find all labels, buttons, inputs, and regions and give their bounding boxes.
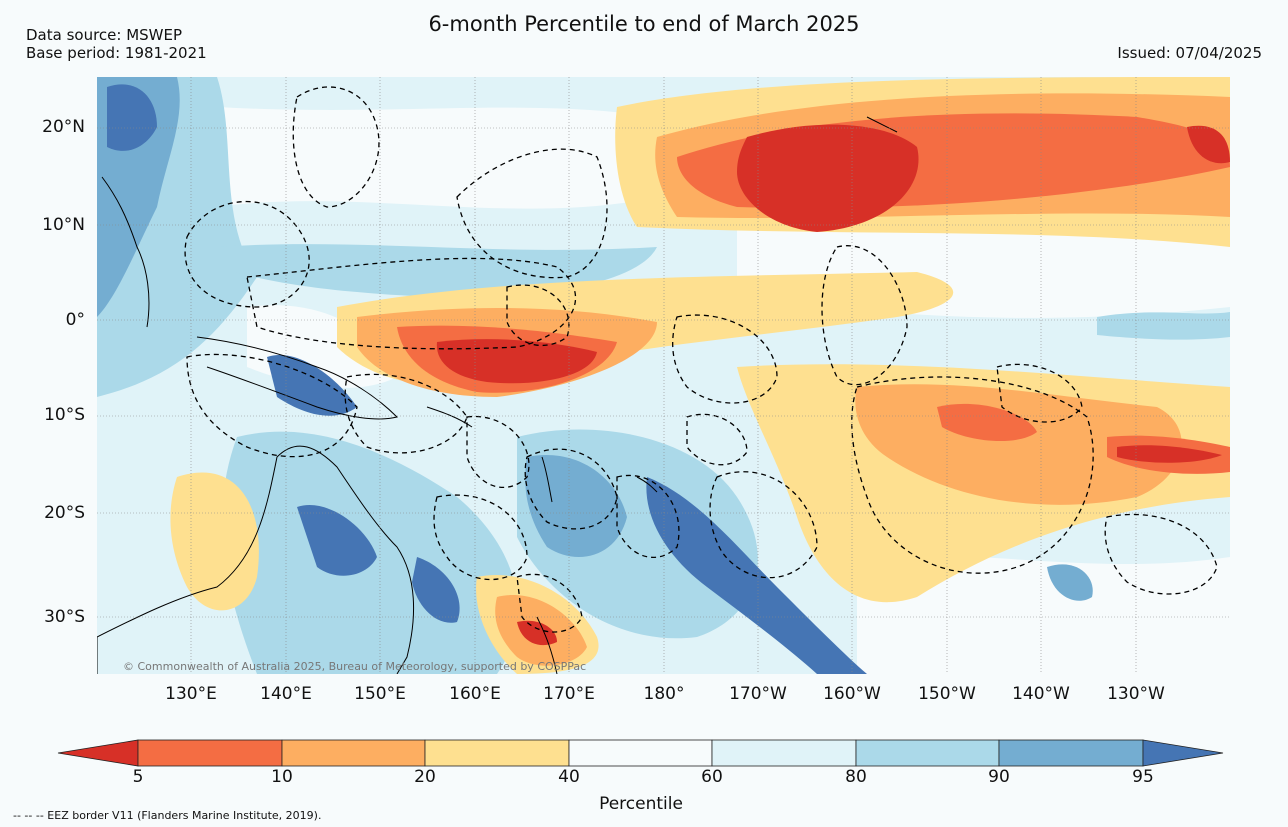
colorbar-segment-80-90 [855,739,1000,767]
lon-label-130e: 130°E [165,684,217,704]
colorbar-tick-10: 10 [271,767,293,787]
field-darkred-north [737,124,919,232]
percentile-map: © Commonwealth of Australia 2025, Bureau… [97,77,1230,674]
lat-label-equator: 0° [65,310,85,330]
field-darkblue-central [525,455,627,557]
eez-kiribati-line [821,245,908,386]
lon-label-160e: 160°E [449,684,501,704]
eez-marshall [456,148,608,279]
colorbar-segment-5-10 [137,739,283,767]
eez-vanuatu [466,415,530,488]
colorbar-tick-90: 90 [988,767,1010,787]
lat-label-10n: 10°N [42,215,85,235]
colorbar-tick-80: 80 [845,767,867,787]
lat-label-20n: 20°N [42,117,85,137]
eez-new-caledonia [433,494,528,580]
base-period-label: Base period: 1981-2021 [26,44,207,62]
colorbar-segment-20-40 [424,739,570,767]
eez-solomon [344,373,468,454]
colorbar-tick-60: 60 [701,767,723,787]
colorbar-tick-95: 95 [1132,767,1154,787]
field-darkblue-nw2 [107,84,157,151]
eez-footnote: -- -- -- EEZ border V11 (Flanders Marine… [13,809,322,822]
lon-label-150w: 150°W [918,684,976,704]
lon-label-140e: 140°E [260,684,312,704]
lon-label-180: 180° [643,684,685,704]
eez-palau [184,200,310,308]
percentile-fields [97,77,1230,674]
colorbar-segment-90-95 [998,739,1144,767]
lon-label-130w: 130°W [1107,684,1165,704]
colorbar-tick-40: 40 [558,767,580,787]
field-darkblue-aus [297,505,377,576]
fiji-coast [636,476,658,493]
coastlines [97,116,898,674]
eez-kiribati-central [672,314,778,404]
eez-french-polynesia [851,376,1094,574]
map-attribution: © Commonwealth of Australia 2025, Bureau… [123,660,586,673]
field-darkblue-east [1047,564,1093,601]
field-blue-east [1097,312,1230,340]
eez-cook [709,471,818,579]
colorbar-title: Percentile [599,794,683,814]
philippines-coast [101,176,150,328]
percentile-colorbar [57,739,1224,767]
lon-label-160w: 160°W [823,684,881,704]
eez-fiji [524,448,618,530]
issued-date-label: Issued: 07/04/2025 [1117,44,1262,62]
field-yellow-sw [170,472,259,611]
colorbar-segment-60-80 [711,739,857,767]
vanuatu-coast [541,456,553,503]
eez-guam [292,86,380,208]
new-guinea-coast [196,336,398,420]
solomon-coast [426,406,473,428]
eez-kermadec [516,573,583,633]
field-darkblue-coral [412,557,460,623]
lat-label-30s: 30°S [44,607,85,627]
eez-tonga [616,474,680,558]
field-white-south [857,554,1230,674]
field-darkred-east [1187,125,1230,164]
graticule [97,77,1230,674]
field-darkred-se [1117,445,1222,463]
data-source-label: Data source: MSWEP [26,26,183,44]
hawaii-coast [866,116,898,133]
field-orange-se [855,384,1182,505]
colorbar-segment-10-20 [281,739,426,767]
australia-coast [97,445,414,674]
lon-label-170e: 170°E [543,684,595,704]
lon-label-170w: 170°W [729,684,787,704]
lat-label-10s: 10°S [44,405,85,425]
eez-borders [184,86,1218,633]
colorbar-tick-5: 5 [132,767,144,787]
field-white-north [217,107,657,209]
colorbar-segment-40-60 [568,739,713,767]
field-darkblue-png [267,355,357,416]
new-zealand-coast [536,616,558,674]
map-title: 6-month Percentile to end of March 2025 [428,12,860,36]
eez-png [186,353,358,458]
lon-label-140w: 140°W [1012,684,1070,704]
field-darkred-equator [436,339,597,384]
eez-pitcairn [1104,513,1218,595]
eez-fsm [246,257,577,350]
colorbar-extend-low [57,739,139,767]
lat-label-20s: 20°S [44,503,85,523]
lon-label-150e: 150°E [354,684,406,704]
colorbar-tick-20: 20 [414,767,436,787]
colorbar-extend-high [1142,739,1224,767]
